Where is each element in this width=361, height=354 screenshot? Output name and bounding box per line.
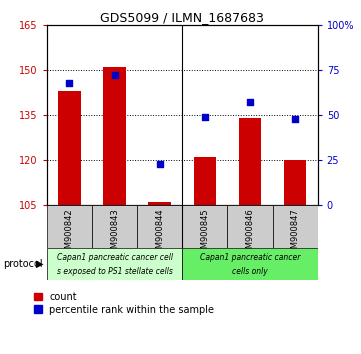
Title: GDS5099 / ILMN_1687683: GDS5099 / ILMN_1687683 [100,11,264,24]
Legend: count, percentile rank within the sample: count, percentile rank within the sample [34,292,214,314]
Bar [148,202,171,205]
Bar [182,205,227,248]
Text: protocol: protocol [4,259,43,269]
Bar [103,67,126,205]
Text: GSM900845: GSM900845 [200,208,209,259]
Text: GSM900844: GSM900844 [155,208,164,259]
Bar [284,160,306,205]
Bar [273,205,318,248]
Text: s exposed to PS1 stellate cells: s exposed to PS1 stellate cells [57,267,173,276]
Point [202,114,208,120]
Point [247,99,253,105]
Text: GSM900843: GSM900843 [110,208,119,259]
Point [292,116,298,121]
Point [112,73,118,78]
Bar [137,205,182,248]
Text: Capan1 pancreatic cancer cell: Capan1 pancreatic cancer cell [57,253,173,262]
Bar [239,118,261,205]
Point [157,161,162,167]
Bar [92,205,137,248]
Point [67,80,73,85]
Text: cells only: cells only [232,267,268,276]
Text: GSM900846: GSM900846 [245,208,255,259]
Bar [193,157,216,205]
Text: GSM900847: GSM900847 [291,208,300,259]
Bar [58,91,81,205]
Text: Capan1 pancreatic cancer: Capan1 pancreatic cancer [200,253,300,262]
Bar [47,248,182,280]
Text: GSM900842: GSM900842 [65,208,74,259]
Text: ▶: ▶ [36,259,43,269]
Bar [227,205,273,248]
Bar [182,248,318,280]
Bar [47,205,92,248]
